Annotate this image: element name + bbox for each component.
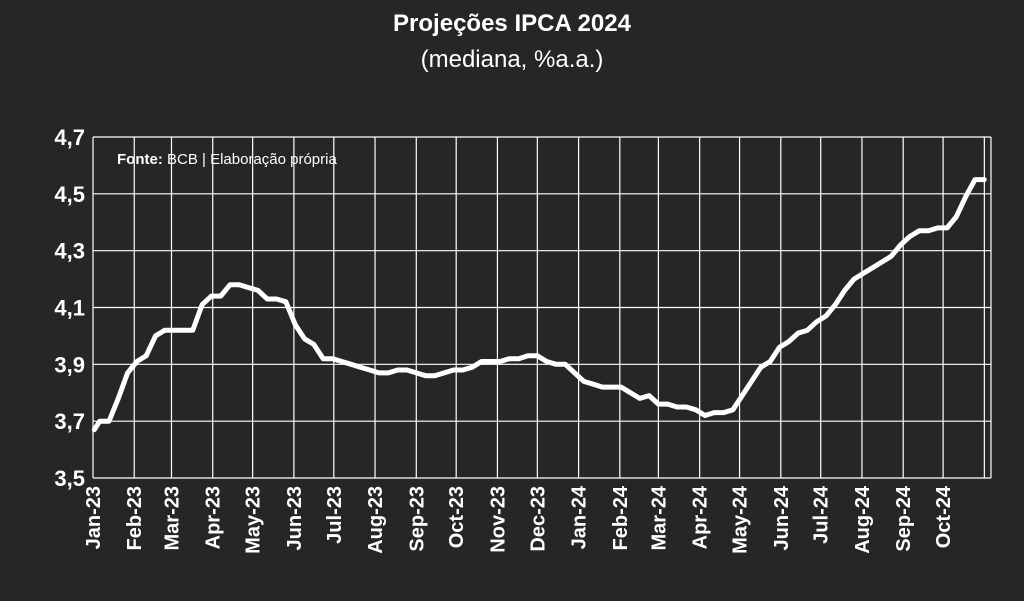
x-tick-label: May-24 — [730, 485, 752, 554]
x-tick-label: Oct-23 — [446, 486, 468, 548]
x-tick-label: Jan-24 — [569, 485, 591, 549]
x-tick-label: Sep-24 — [893, 485, 915, 551]
x-tick-label: Nov-23 — [487, 486, 509, 553]
x-tick-label: Mar-24 — [648, 485, 670, 550]
source-label: Fonte: — [117, 151, 163, 168]
x-tick-label: Jul-23 — [324, 486, 346, 544]
chart-subtitle: (mediana, %a.a.) — [420, 46, 604, 73]
x-tick-label: Aug-23 — [365, 486, 387, 554]
x-tick-label: Feb-23 — [124, 486, 146, 550]
y-tick-label: 4,1 — [54, 296, 85, 321]
y-tick-label: 4,5 — [54, 182, 85, 207]
x-tick-label: Feb-24 — [610, 485, 632, 550]
x-tick-label: Dec-23 — [527, 486, 549, 552]
chart-title: Projeções IPCA 2024 — [393, 10, 631, 37]
x-tick-label: Oct-24 — [933, 485, 955, 548]
x-tick-label: Jul-24 — [811, 485, 833, 544]
y-tick-label: 3,5 — [54, 466, 85, 491]
x-tick-label: Aug-24 — [852, 485, 874, 554]
source-text: BCB | Elaboração própria — [167, 151, 337, 168]
x-tick-label: Jun-24 — [771, 485, 793, 550]
y-tick-label: 3,9 — [54, 352, 85, 377]
series-line — [91, 177, 987, 433]
x-tick-label: Mar-23 — [161, 486, 183, 550]
x-tick-label: Apr-24 — [690, 485, 712, 549]
x-tick-label: Jan-23 — [83, 486, 105, 549]
x-tick-label: Sep-23 — [406, 486, 428, 552]
y-tick-label: 3,7 — [54, 409, 85, 434]
x-tick-label: Jun-23 — [284, 486, 306, 550]
x-tick-label: May-23 — [243, 486, 265, 554]
y-tick-label: 4,3 — [54, 239, 85, 264]
x-tick-label: Apr-23 — [203, 486, 225, 549]
source-note: Fonte: BCB | Elaboração própria — [117, 151, 337, 168]
y-tick-label: 4,7 — [54, 125, 85, 150]
